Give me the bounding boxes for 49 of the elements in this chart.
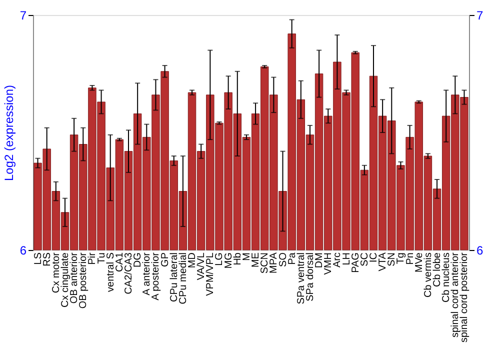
x-tick-label: IC	[368, 252, 380, 262]
x-tick-label: Arc	[332, 252, 344, 268]
x-tick-label: SPa dorsal	[304, 252, 316, 302]
x-tick-label: MG	[223, 252, 234, 269]
x-tick-label: LG	[214, 252, 226, 266]
y2-tick-label: 7	[476, 8, 484, 22]
x-tick-label: SPa ventral	[296, 252, 307, 304]
x-tick-label: VPM/VPL	[205, 252, 216, 296]
y2-tick-label: 6	[476, 244, 484, 258]
x-tick-label: Pn	[404, 252, 416, 265]
x-tick-label: ME	[250, 252, 262, 268]
x-tick-label: MPA	[268, 252, 280, 274]
x-tick-label: Pa	[286, 252, 298, 265]
y-axis-title: Log2 (expression)	[2, 84, 16, 182]
x-tick-label: Tg	[396, 252, 407, 264]
x-tick-label: DG	[132, 252, 144, 268]
x-tick-label: Cx motor	[50, 252, 62, 294]
x-tick-label: M	[241, 252, 252, 261]
x-tick-label: PAG	[350, 252, 362, 273]
x-tick-label: RS	[42, 252, 53, 266]
x-tick-label: DM	[314, 252, 326, 268]
x-tick-label: Hb	[232, 252, 244, 266]
x-tick-label: spinal cord anterior	[450, 252, 462, 338]
x-tick-label: MVe	[414, 252, 425, 273]
x-tick-label: LS	[32, 252, 44, 265]
x-tick-label: CA1	[114, 252, 126, 272]
x-tick-label: GP	[160, 252, 171, 267]
x-tick-label: spinal cord posterior	[459, 252, 470, 343]
x-tick-label: VMH	[323, 252, 334, 275]
x-tick-label: SCN	[260, 252, 271, 274]
x-tick-label: SC	[359, 252, 370, 266]
x-tick-label: VTA	[378, 252, 389, 272]
x-tick-label: LH	[341, 252, 352, 266]
x-tick-label: CPu medial	[178, 252, 189, 304]
x-tick-label: Tu	[96, 252, 108, 264]
x-tick-label: ventral S	[105, 252, 116, 292]
x-tick-label: OB anterior	[69, 252, 80, 304]
x-tick-label: SN	[386, 252, 398, 266]
x-tick-label: Cx cingulate	[60, 252, 71, 308]
x-tick-label: CPu lateral	[168, 252, 180, 302]
x-tick-label: Pir	[87, 252, 98, 265]
x-tick-label: A posterior	[150, 252, 162, 300]
x-tick-label: SO	[278, 252, 289, 267]
x-tick-label: OB posterior	[78, 252, 90, 309]
x-tick-label: CA2/CA3	[124, 252, 135, 294]
x-tick-label: Cb vermis	[422, 252, 434, 298]
x-tick-label: Cb nucleus	[441, 252, 452, 303]
x-tick-label: Cb lobe	[432, 252, 444, 287]
x-tick-label: A anterior	[142, 252, 153, 296]
